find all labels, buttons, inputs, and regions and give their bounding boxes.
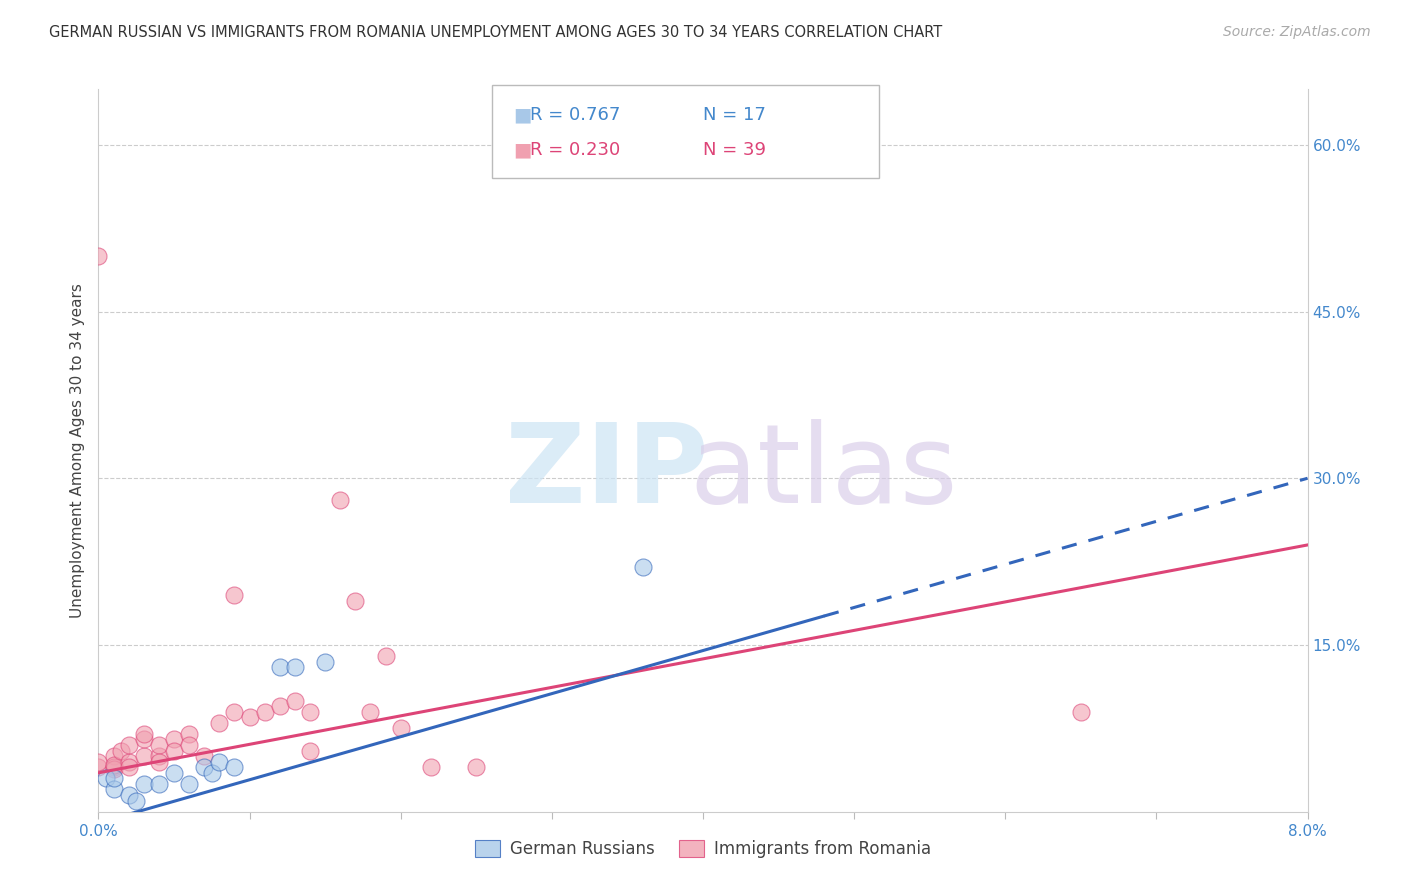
Point bbox=[118, 788, 141, 802]
Point bbox=[1070, 705, 1092, 719]
Point bbox=[132, 732, 155, 747]
Point bbox=[87, 760, 110, 774]
Point bbox=[631, 560, 654, 574]
Y-axis label: Unemployment Among Ages 30 to 34 years: Unemployment Among Ages 30 to 34 years bbox=[69, 283, 84, 618]
Point bbox=[193, 749, 215, 764]
Point bbox=[148, 755, 170, 769]
Point bbox=[344, 593, 367, 607]
Text: ■: ■ bbox=[513, 105, 531, 124]
Text: N = 39: N = 39 bbox=[703, 141, 766, 159]
Point bbox=[125, 794, 148, 808]
Point bbox=[103, 763, 125, 777]
Text: GERMAN RUSSIAN VS IMMIGRANTS FROM ROMANIA UNEMPLOYMENT AMONG AGES 30 TO 34 YEARS: GERMAN RUSSIAN VS IMMIGRANTS FROM ROMANI… bbox=[49, 25, 942, 40]
Point bbox=[224, 588, 246, 602]
Point bbox=[420, 760, 443, 774]
Point bbox=[87, 249, 110, 263]
Point bbox=[179, 738, 201, 752]
Point bbox=[208, 755, 231, 769]
Point bbox=[208, 715, 231, 730]
Point bbox=[179, 727, 201, 741]
Point bbox=[132, 777, 155, 791]
Point bbox=[299, 743, 322, 757]
Text: R = 0.767: R = 0.767 bbox=[530, 105, 620, 124]
Point bbox=[284, 660, 307, 674]
Point bbox=[224, 760, 246, 774]
Point bbox=[314, 655, 336, 669]
Text: atlas: atlas bbox=[690, 418, 957, 525]
Point bbox=[132, 749, 155, 764]
Point bbox=[269, 660, 291, 674]
Point bbox=[148, 749, 170, 764]
Point bbox=[253, 705, 276, 719]
Text: Source: ZipAtlas.com: Source: ZipAtlas.com bbox=[1223, 25, 1371, 39]
Point bbox=[118, 760, 141, 774]
Point bbox=[103, 772, 125, 786]
Point bbox=[179, 777, 201, 791]
Point bbox=[374, 649, 396, 664]
Text: R = 0.230: R = 0.230 bbox=[530, 141, 620, 159]
Point bbox=[148, 777, 170, 791]
Point bbox=[201, 765, 224, 780]
Point bbox=[118, 755, 141, 769]
Point bbox=[329, 493, 352, 508]
Point bbox=[103, 782, 125, 797]
Point bbox=[465, 760, 488, 774]
Point bbox=[118, 738, 141, 752]
Point bbox=[360, 705, 382, 719]
Point bbox=[284, 693, 307, 707]
Point bbox=[193, 760, 215, 774]
Point bbox=[299, 705, 322, 719]
Text: N = 17: N = 17 bbox=[703, 105, 766, 124]
Text: ■: ■ bbox=[513, 141, 531, 160]
Legend: German Russians, Immigrants from Romania: German Russians, Immigrants from Romania bbox=[468, 833, 938, 865]
Point bbox=[163, 743, 186, 757]
Point bbox=[94, 772, 117, 786]
Point bbox=[148, 738, 170, 752]
Point bbox=[269, 699, 291, 714]
Point bbox=[103, 758, 125, 772]
Point bbox=[132, 727, 155, 741]
Point bbox=[103, 749, 125, 764]
Point bbox=[163, 765, 186, 780]
Point bbox=[224, 705, 246, 719]
Point bbox=[110, 743, 132, 757]
Point bbox=[239, 710, 262, 724]
Text: ZIP: ZIP bbox=[505, 418, 709, 525]
Point bbox=[87, 755, 110, 769]
Point bbox=[163, 732, 186, 747]
Point bbox=[389, 722, 412, 736]
Point bbox=[103, 760, 125, 774]
